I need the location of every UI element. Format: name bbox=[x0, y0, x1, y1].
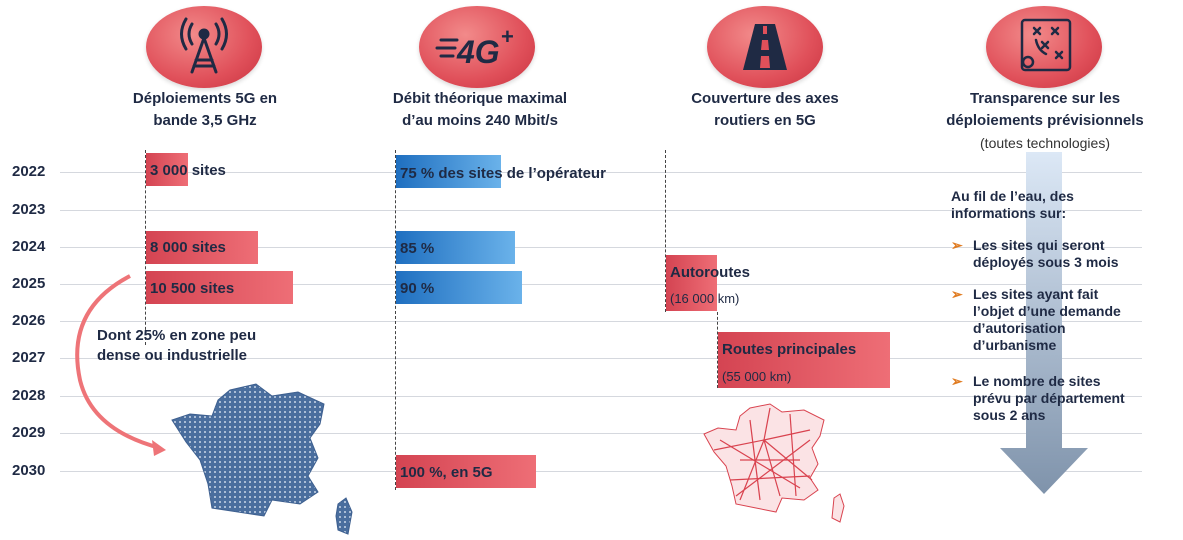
column-header-max-speed: Débit théorique maximal d’au moins 240 M… bbox=[360, 88, 600, 132]
column-baseline bbox=[665, 150, 666, 312]
bullet-arrow-icon: ➢ bbox=[951, 286, 963, 302]
4g-plus-icon-circle: 4G + bbox=[419, 6, 535, 88]
antenna-icon bbox=[180, 17, 228, 74]
speed-bar-2030 bbox=[396, 455, 536, 488]
transparency-bullet: ➢ Les sites ayant fait l’objet d’une dem… bbox=[951, 286, 1161, 354]
bullet-line: Les sites ayant fait bbox=[973, 286, 1099, 302]
svg-text:+: + bbox=[501, 24, 514, 49]
speed-bar-label: 85 % bbox=[400, 240, 435, 257]
header-line: Couverture des axes bbox=[691, 90, 839, 107]
transparency-bullet: ➢ Le nombre de sites prévu par départeme… bbox=[951, 373, 1161, 424]
bullet-arrow-icon: ➢ bbox=[951, 373, 963, 389]
gridline bbox=[60, 471, 1142, 472]
bullet-line: prévu par département bbox=[973, 390, 1125, 406]
speed-bar-2024 bbox=[396, 231, 515, 264]
antenna-icon-circle bbox=[146, 6, 262, 88]
year-label: 2024 bbox=[12, 238, 46, 255]
france-roads-map bbox=[703, 403, 845, 523]
year-label: 2029 bbox=[12, 424, 46, 441]
bullet-line: déployés sous 3 mois bbox=[973, 254, 1119, 270]
sites-bar-label: 8 000 sites bbox=[150, 239, 226, 256]
road-icon bbox=[743, 24, 787, 70]
header-line: bande 3,5 GHz bbox=[153, 112, 257, 129]
note-line: Dont 25% en zone peu bbox=[97, 327, 257, 344]
year-label: 2028 bbox=[12, 387, 46, 404]
speed-bar-label: 100 %, en 5G bbox=[400, 464, 493, 481]
year-label: 2023 bbox=[12, 201, 46, 218]
main-roads-detail: (55 000 km) bbox=[722, 369, 792, 384]
bullet-line: l’objet d’une demande bbox=[973, 303, 1121, 319]
speed-bar-label: 75 % des sites de l’opérateur bbox=[400, 165, 606, 182]
intro-line: Au fil de l’eau, des bbox=[951, 188, 1074, 204]
bullet-arrow-icon: ➢ bbox=[951, 237, 963, 253]
header-line: Déploiements 5G en bbox=[132, 90, 278, 107]
transparency-intro: Au fil de l’eau, des informations sur: bbox=[951, 188, 1151, 222]
bullet-line: d’urbanisme bbox=[973, 337, 1057, 353]
bullet-line: d’autorisation bbox=[973, 320, 1066, 336]
header-line: déploiements prévisionnels bbox=[946, 112, 1144, 129]
bullet-line: sous 2 ans bbox=[973, 407, 1046, 423]
header-line: routiers en 5G bbox=[714, 112, 816, 129]
year-label: 2027 bbox=[12, 349, 46, 366]
timeline-arrow bbox=[1000, 152, 1088, 494]
curved-arrow bbox=[75, 274, 166, 456]
note-line: dense ou industrielle bbox=[97, 347, 248, 364]
sites-note: Dont 25% en zone peu dense ou industriel… bbox=[97, 326, 317, 366]
header-subtitle: (toutes technologies) bbox=[980, 135, 1110, 151]
main-roads-bar bbox=[718, 332, 890, 388]
motorway-detail: (16 000 km) bbox=[670, 291, 740, 306]
speed-bar-2025 bbox=[396, 271, 522, 304]
transparency-bullet: ➢ Les sites qui seront déployés sous 3 m… bbox=[951, 237, 1161, 271]
gridline bbox=[60, 210, 1142, 211]
speed-bar-2022 bbox=[396, 155, 501, 188]
sites-bar-2022 bbox=[146, 153, 188, 186]
header-line: d’au moins 240 Mbit/s bbox=[402, 112, 558, 129]
intro-line: informations sur: bbox=[951, 205, 1067, 221]
year-label: 2022 bbox=[12, 163, 46, 180]
gridline bbox=[60, 358, 1142, 359]
column-header-road-coverage: Couverture des axes routiers en 5G bbox=[660, 88, 870, 132]
4g-plus-icon: 4G + bbox=[435, 24, 514, 70]
column-baseline bbox=[145, 150, 146, 345]
road-icon-circle bbox=[707, 6, 823, 88]
gridline bbox=[60, 321, 1142, 322]
header-line: Débit théorique maximal bbox=[392, 90, 568, 107]
sites-bar-label: 10 500 sites bbox=[150, 280, 235, 297]
gridline bbox=[60, 396, 1142, 397]
gridline bbox=[60, 247, 1142, 248]
motorway-label: Autoroutes bbox=[670, 264, 750, 281]
gridline bbox=[60, 433, 1142, 434]
column-header-5g-deployment: Déploiements 5G en bande 3,5 GHz bbox=[100, 88, 310, 132]
plan-map-icon-circle bbox=[986, 6, 1102, 88]
year-label: 2030 bbox=[12, 462, 46, 479]
year-label: 2026 bbox=[12, 312, 46, 329]
column-baseline bbox=[395, 150, 396, 490]
main-roads-label: Routes principales bbox=[722, 341, 857, 358]
gridline bbox=[60, 284, 1142, 285]
motorway-bar bbox=[666, 255, 717, 311]
bullet-line: Les sites qui seront bbox=[973, 237, 1105, 253]
svg-text:4G: 4G bbox=[456, 34, 500, 70]
france-coverage-map bbox=[171, 383, 353, 535]
sites-bar-2025 bbox=[146, 271, 293, 304]
speed-bar-label: 90 % bbox=[400, 280, 435, 297]
sites-bar-label: 3 000 sites bbox=[150, 162, 226, 179]
gridline bbox=[60, 172, 1142, 173]
column-baseline bbox=[717, 312, 718, 388]
bullet-line: Le nombre de sites bbox=[973, 373, 1101, 389]
column-header-transparency: Transparence sur les déploiements prévis… bbox=[935, 88, 1155, 154]
year-label: 2025 bbox=[12, 275, 46, 292]
header-line: Transparence sur les bbox=[969, 90, 1121, 107]
sites-bar-2024 bbox=[146, 231, 258, 264]
plan-map-icon bbox=[1020, 18, 1072, 72]
